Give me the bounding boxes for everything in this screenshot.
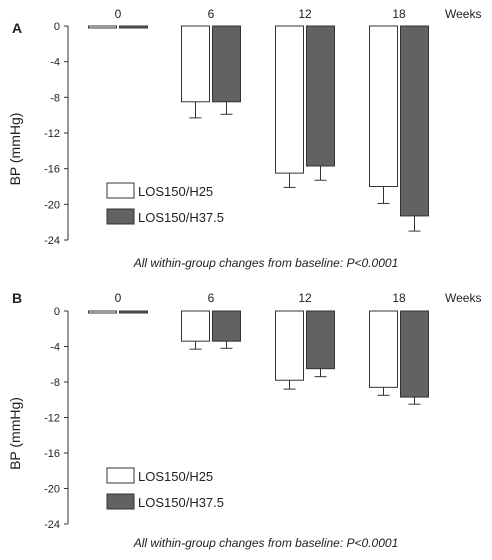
x-unit-label: Weeks bbox=[445, 7, 481, 21]
x-tick-label: 18 bbox=[392, 291, 406, 305]
x-tick-label: 18 bbox=[392, 7, 406, 21]
y-tick-label: -24 bbox=[44, 519, 60, 531]
chart-panel-a: A BP (mmHg) 0 -4 -8 -12 -16 -20 -24 0 6 12 18 Weeks LO… bbox=[7, 7, 481, 270]
bar bbox=[306, 310, 335, 370]
legend-entry: LOS150/H25 bbox=[138, 469, 213, 484]
bar bbox=[306, 25, 335, 167]
bar bbox=[275, 310, 304, 381]
y-axis-label: BP (mmHg) bbox=[7, 397, 23, 470]
y-tick-label: -20 bbox=[44, 199, 60, 211]
bar bbox=[88, 310, 117, 314]
bar bbox=[119, 310, 148, 314]
bar bbox=[181, 310, 210, 342]
panel-label: A bbox=[12, 20, 22, 36]
y-tick-label: -20 bbox=[44, 484, 60, 496]
bar bbox=[181, 25, 210, 103]
y-tick-label: -16 bbox=[44, 448, 60, 460]
legend-swatch bbox=[106, 182, 135, 199]
y-tick-label: -4 bbox=[50, 342, 60, 354]
x-tick-label: 12 bbox=[298, 7, 312, 21]
legend-swatch bbox=[106, 208, 135, 225]
bar bbox=[212, 310, 241, 342]
legend-swatch bbox=[106, 493, 135, 510]
bar bbox=[369, 25, 398, 187]
legend-entry: LOS150/H37.5 bbox=[138, 210, 224, 225]
x-unit-label: Weeks bbox=[445, 291, 481, 305]
x-tick-label: 6 bbox=[208, 7, 215, 21]
bar bbox=[369, 310, 398, 388]
y-tick-label: -8 bbox=[50, 92, 60, 104]
y-tick-label: -8 bbox=[50, 377, 60, 389]
bar bbox=[119, 25, 148, 29]
y-tick-label: 0 bbox=[54, 306, 60, 318]
y-tick-label: -24 bbox=[44, 235, 60, 247]
bar bbox=[400, 310, 429, 398]
x-tick-label: 12 bbox=[298, 291, 312, 305]
chart-panel-b: B BP (mmHg) 0 -4 -8 -12 -16 -20 -24 0 6 12 18 Weeks LO… bbox=[7, 290, 481, 550]
y-axis-label: BP (mmHg) bbox=[7, 113, 23, 186]
significance-note: All within-group changes from baseline: … bbox=[133, 536, 399, 550]
panel-label: B bbox=[12, 290, 22, 306]
legend-swatch bbox=[106, 467, 135, 484]
x-tick-label: 0 bbox=[115, 291, 122, 305]
significance-note: All within-group changes from baseline: … bbox=[133, 256, 399, 270]
y-tick-label: -12 bbox=[44, 128, 60, 140]
legend-entry: LOS150/H25 bbox=[138, 184, 213, 199]
x-tick-label: 6 bbox=[208, 291, 215, 305]
y-tick-label: 0 bbox=[54, 21, 60, 33]
bar bbox=[275, 25, 304, 174]
y-tick-label: -16 bbox=[44, 164, 60, 176]
bar bbox=[88, 25, 117, 29]
bar bbox=[212, 25, 241, 103]
y-tick-label: -4 bbox=[50, 57, 60, 69]
x-tick-label: 0 bbox=[115, 7, 122, 21]
legend-entry: LOS150/H37.5 bbox=[138, 495, 224, 510]
y-tick-label: -12 bbox=[44, 413, 60, 425]
bar bbox=[400, 25, 429, 217]
